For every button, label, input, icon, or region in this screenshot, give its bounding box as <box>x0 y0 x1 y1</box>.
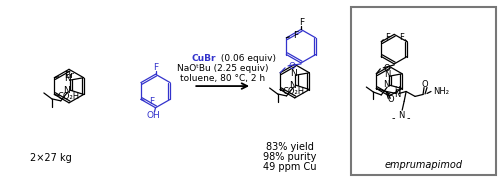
Text: -: - <box>392 113 395 123</box>
Text: N: N <box>383 80 390 89</box>
Text: OH: OH <box>146 111 160 120</box>
Text: emprumapimod: emprumapimod <box>384 160 462 170</box>
Text: 2×27 kg: 2×27 kg <box>30 153 72 163</box>
Text: F: F <box>294 31 298 40</box>
Text: H: H <box>394 86 400 95</box>
Text: Br: Br <box>64 71 74 80</box>
Text: (0.06 equiv): (0.06 equiv) <box>218 54 276 63</box>
Text: F: F <box>398 33 404 42</box>
Text: CuBr: CuBr <box>191 54 216 63</box>
Text: CO₂H: CO₂H <box>57 92 80 101</box>
Text: -: - <box>406 113 410 123</box>
Text: toluene, 80 °C, 2 h: toluene, 80 °C, 2 h <box>180 74 265 83</box>
Text: NaOᵗBu (2.25 equiv): NaOᵗBu (2.25 equiv) <box>177 64 268 73</box>
Text: N: N <box>398 111 404 120</box>
Text: O: O <box>422 80 428 89</box>
Text: O: O <box>288 62 295 71</box>
Text: F: F <box>149 97 154 106</box>
Text: F: F <box>385 33 390 42</box>
Text: F: F <box>300 18 304 27</box>
Text: 83% yield: 83% yield <box>266 142 314 152</box>
Text: O: O <box>388 95 394 104</box>
Text: NH₂: NH₂ <box>433 87 449 96</box>
Text: N: N <box>64 85 70 94</box>
Text: 98% purity: 98% purity <box>263 152 316 162</box>
Text: N: N <box>289 81 296 90</box>
Bar <box>352 7 496 175</box>
Text: 49 ppm Cu: 49 ppm Cu <box>263 162 316 172</box>
Text: O: O <box>384 64 390 73</box>
Text: N: N <box>290 69 297 78</box>
Text: N: N <box>384 70 390 79</box>
Text: N: N <box>64 74 71 83</box>
Text: CO₂H: CO₂H <box>283 87 305 96</box>
Text: N: N <box>394 90 400 99</box>
Text: F: F <box>153 63 158 72</box>
